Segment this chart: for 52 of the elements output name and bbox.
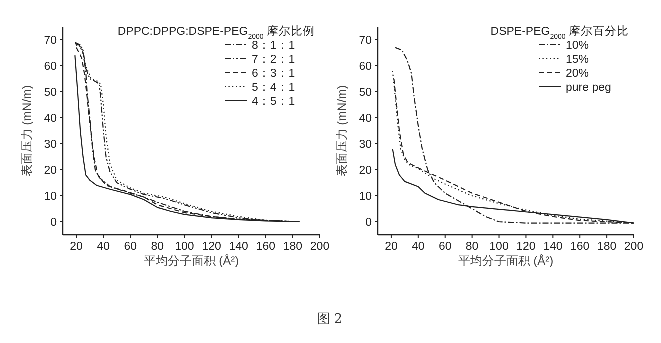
y-tick-label: 40 — [44, 113, 57, 125]
x-tick-label: 20 — [70, 241, 83, 253]
x-tick-label: 80 — [466, 241, 479, 253]
x-tick-label: 140 — [229, 241, 248, 253]
legend-label: 8：1：1 — [252, 40, 296, 52]
legend-title: DPPC:DPPG:DSPE-PEG$_{2000}$ 摩尔比例 — [118, 24, 315, 40]
x-tick-label: 60 — [438, 241, 452, 253]
y-tick-label: 50 — [44, 87, 57, 99]
y-tick-label: 70 — [359, 35, 372, 47]
x-tick-label: 100 — [175, 241, 194, 253]
y-tick-label: 50 — [359, 87, 372, 99]
x-tick-label: 120 — [516, 241, 536, 253]
x-tick-label: 120 — [202, 241, 222, 253]
x-tick-label: 20 — [385, 241, 398, 253]
legend-title: DSPE-PEG$_{2000}$ 摩尔百分比 — [490, 24, 629, 40]
caption: 图 2 — [317, 312, 343, 327]
legend-label: pure peg — [566, 82, 612, 94]
y-tick-label: 10 — [359, 191, 372, 203]
y-tick-label: 20 — [359, 165, 372, 177]
y-tick-label: 30 — [359, 139, 372, 151]
y-axis-title: 表面压力 (mN/m) — [20, 85, 34, 177]
legend-label: 5：4：1 — [252, 82, 296, 94]
x-tick-label: 160 — [570, 241, 590, 253]
y-tick-label: 60 — [359, 61, 372, 73]
y-tick-label: 0 — [50, 217, 57, 229]
x-tick-label: 200 — [310, 241, 330, 253]
y-tick-label: 0 — [366, 217, 372, 229]
y-tick-label: 40 — [359, 113, 372, 125]
x-axis-title: 平均分子面积 (Å²) — [458, 254, 554, 268]
x-tick-label: 180 — [597, 241, 617, 253]
x-tick-label: 40 — [412, 241, 425, 253]
x-tick-label: 80 — [151, 241, 164, 253]
x-tick-label: 60 — [124, 241, 138, 253]
y-tick-label: 60 — [44, 61, 57, 73]
x-tick-label: 180 — [283, 241, 303, 253]
legend-label: 4：5：1 — [252, 96, 296, 108]
legend-label: 10% — [566, 40, 590, 52]
legend-label: 20% — [566, 68, 590, 80]
legend-label: 6：3：1 — [252, 68, 296, 80]
y-tick-label: 10 — [44, 191, 57, 203]
x-tick-label: 200 — [624, 241, 644, 253]
x-tick-label: 140 — [544, 241, 563, 253]
x-tick-label: 40 — [97, 241, 110, 253]
y-tick-label: 30 — [44, 139, 57, 151]
y-tick-label: 70 — [44, 35, 57, 47]
x-tick-label: 100 — [490, 241, 509, 253]
x-tick-label: 160 — [256, 241, 276, 253]
x-axis-title: 平均分子面积 (Å²) — [144, 254, 240, 268]
y-axis-title: 表面压力 (mN/m) — [335, 85, 349, 177]
legend-label: 15% — [566, 54, 590, 66]
legend-label: 7：2：1 — [252, 54, 296, 66]
y-tick-label: 20 — [44, 165, 57, 177]
